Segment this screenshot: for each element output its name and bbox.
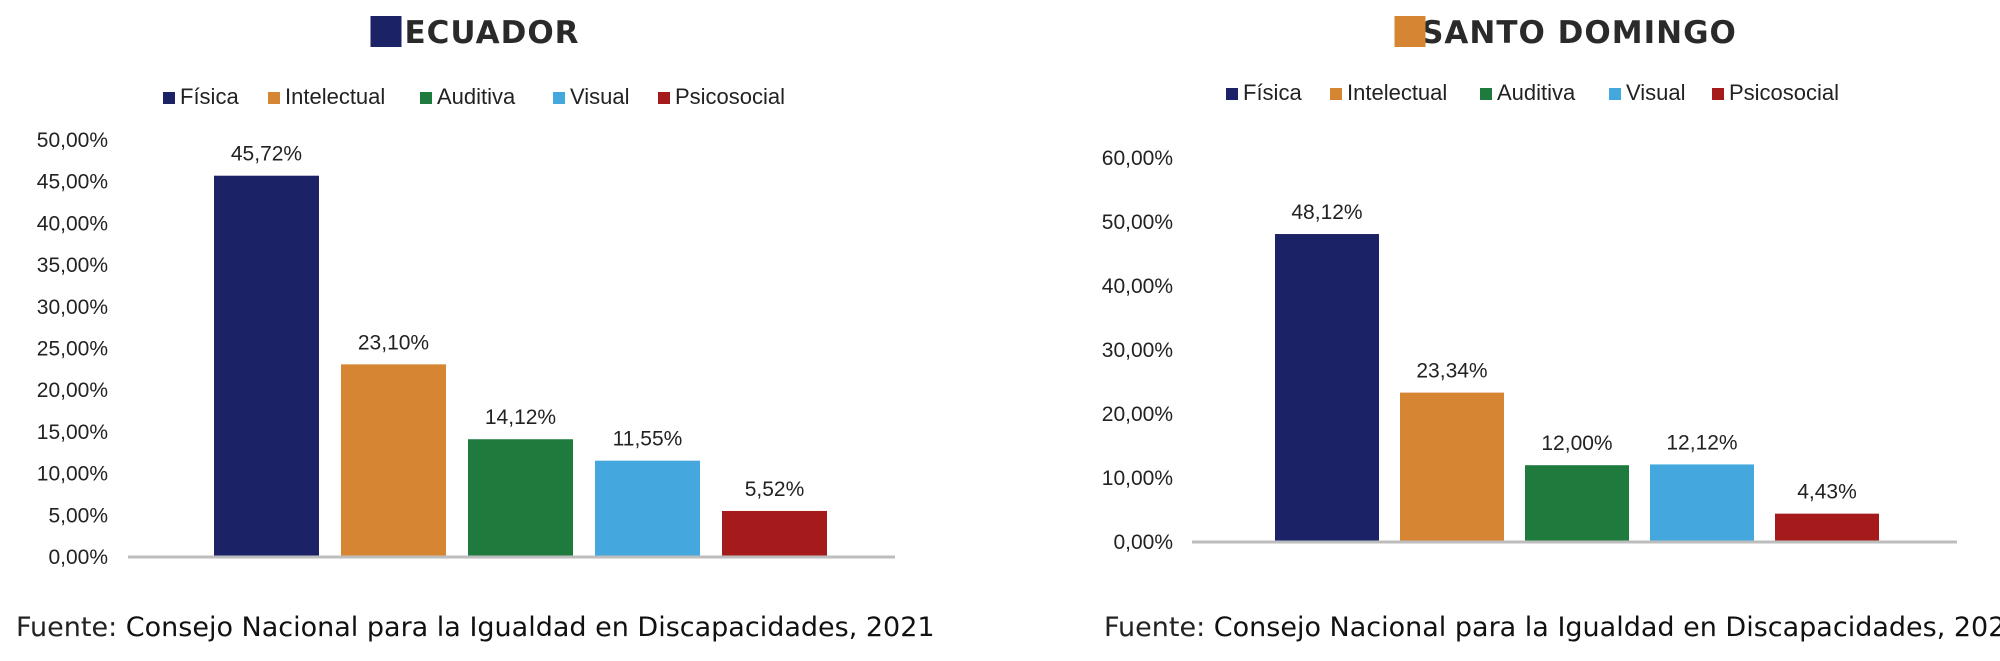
data-label-auditiva: 12,00% xyxy=(1541,432,1612,455)
y-tick-label: 10,00% xyxy=(37,463,108,486)
data-label-psicosocial: 5,52% xyxy=(745,478,805,501)
legend-item-psicosocial: Psicosocial xyxy=(658,84,785,109)
legend-item-intelectual: Intelectual xyxy=(1330,80,1447,105)
chart-title: ECUADOR xyxy=(370,15,579,51)
y-tick-label: 30,00% xyxy=(1102,339,1173,362)
y-tick-label: 45,00% xyxy=(37,171,108,194)
legend-item-intelectual: Intelectual xyxy=(268,84,385,109)
y-tick-label: 35,00% xyxy=(37,254,108,277)
bar-intelectual xyxy=(341,364,446,557)
data-label-intelectual: 23,34% xyxy=(1416,360,1487,383)
data-label-intelectual: 23,10% xyxy=(358,331,429,354)
y-tick-label: 0,00% xyxy=(48,546,108,569)
legend-item-psicosocial: Psicosocial xyxy=(1712,80,1839,105)
legend-swatch xyxy=(1712,88,1724,100)
y-tick-label: 30,00% xyxy=(37,296,108,319)
y-axis: 0,00% 10,00% 20,00% 30,00% 40,00% 50,00% 60,00… xyxy=(1102,147,1173,554)
bar-visual xyxy=(1650,464,1754,542)
legend-swatch xyxy=(658,92,670,104)
title-color-swatch xyxy=(1394,16,1426,47)
legend-swatch xyxy=(1609,88,1621,100)
chart-panel-ecuador: ECUADOR Física Intelectual Auditiva Visual Ps… xyxy=(16,15,935,643)
title-color-swatch xyxy=(370,16,402,47)
legend-swatch xyxy=(163,92,175,104)
legend-swatch xyxy=(420,92,432,104)
data-label-visual: 12,12% xyxy=(1666,431,1737,454)
legend-item-visual: Visual xyxy=(553,84,630,109)
y-tick-label: 50,00% xyxy=(1102,211,1173,234)
y-tick-label: 40,00% xyxy=(37,212,108,235)
legend-label: Auditiva xyxy=(1497,80,1576,105)
bars: 45,72% 23,10% 14,12% 11,55% 5,52% xyxy=(214,143,827,558)
chart-panel-santo-domingo: SANTO DOMINGO Física Intelectual Auditiva Vi… xyxy=(1000,0,2000,661)
source-note: Fuente: Consejo Nacional para la Igualda… xyxy=(16,612,935,643)
data-label-auditiva: 14,12% xyxy=(485,406,556,429)
y-tick-label: 15,00% xyxy=(37,421,108,444)
source-text: Consejo Nacional para la Igualdad en Dis… xyxy=(1213,612,2000,643)
y-tick-label: 20,00% xyxy=(1102,403,1173,426)
y-tick-label: 0,00% xyxy=(1113,531,1173,554)
y-tick-label: 5,00% xyxy=(48,504,108,527)
data-label-fisica: 45,72% xyxy=(231,143,302,166)
y-tick-label: 60,00% xyxy=(1102,147,1173,170)
legend-label: Psicosocial xyxy=(675,84,785,109)
chart-title-text: SANTO DOMINGO xyxy=(1421,15,1737,51)
legend-label: Psicosocial xyxy=(1729,80,1839,105)
source-prefix: Fuente: xyxy=(16,612,118,643)
legend-swatch xyxy=(1480,88,1492,100)
y-tick-label: 40,00% xyxy=(1102,275,1173,298)
source-prefix: Fuente: xyxy=(1104,612,1206,643)
legend-item-fisica: Física xyxy=(1226,80,1302,105)
chart-title-text: ECUADOR xyxy=(404,15,579,51)
y-axis: 0,00% 5,00% 10,00% 15,00% 20,00% 25,00% 30,00%… xyxy=(37,129,108,569)
data-label-visual: 11,55% xyxy=(613,428,683,451)
chart-legend: Física Intelectual Auditiva Visual Psicosoci… xyxy=(1226,80,1839,105)
legend-item-auditiva: Auditiva xyxy=(420,84,516,109)
legend-label: Física xyxy=(1243,80,1302,105)
y-tick-label: 25,00% xyxy=(37,338,108,361)
source-text: Consejo Nacional para la Igualdad en Dis… xyxy=(125,612,935,643)
y-tick-label: 20,00% xyxy=(37,379,108,402)
bars: 48,12% 23,34% 12,00% 12,12% 4,43% xyxy=(1275,201,1879,543)
bar-visual xyxy=(595,460,700,557)
chart-title: SANTO DOMINGO xyxy=(1394,15,1737,51)
legend-item-auditiva: Auditiva xyxy=(1480,80,1576,105)
legend-label: Visual xyxy=(570,84,630,109)
legend-label: Física xyxy=(180,84,239,109)
source-note: Fuente: Consejo Nacional para la Igualda… xyxy=(1104,612,2000,643)
legend-label: Intelectual xyxy=(285,84,385,109)
legend-label: Auditiva xyxy=(437,84,516,109)
bar-fisica xyxy=(1275,234,1379,543)
legend-swatch xyxy=(268,92,280,104)
bar-fisica xyxy=(214,175,319,558)
y-tick-label: 10,00% xyxy=(1102,467,1173,490)
legend-item-fisica: Física xyxy=(163,84,239,109)
bar-chart-santo-domingo: SANTO DOMINGO Física Intelectual Auditiva Vi… xyxy=(1102,15,1957,554)
bar-chart-ecuador: ECUADOR Física Intelectual Auditiva Visual Ps… xyxy=(37,15,895,569)
data-label-fisica: 48,12% xyxy=(1291,201,1362,224)
legend-swatch xyxy=(1330,88,1342,100)
legend-label: Visual xyxy=(1626,80,1686,105)
legend-label: Intelectual xyxy=(1347,80,1447,105)
bar-auditiva xyxy=(1525,465,1629,542)
bar-psicosocial xyxy=(1775,513,1879,542)
y-tick-label: 50,00% xyxy=(37,129,108,152)
bar-psicosocial xyxy=(722,510,827,557)
legend-swatch xyxy=(553,92,565,104)
bar-auditiva xyxy=(468,439,573,557)
data-label-psicosocial: 4,43% xyxy=(1797,481,1857,504)
legend-swatch xyxy=(1226,88,1238,100)
bar-intelectual xyxy=(1400,392,1504,542)
legend-item-visual: Visual xyxy=(1609,80,1686,105)
chart-legend: Física Intelectual Auditiva Visual Psicosoci… xyxy=(163,84,785,109)
